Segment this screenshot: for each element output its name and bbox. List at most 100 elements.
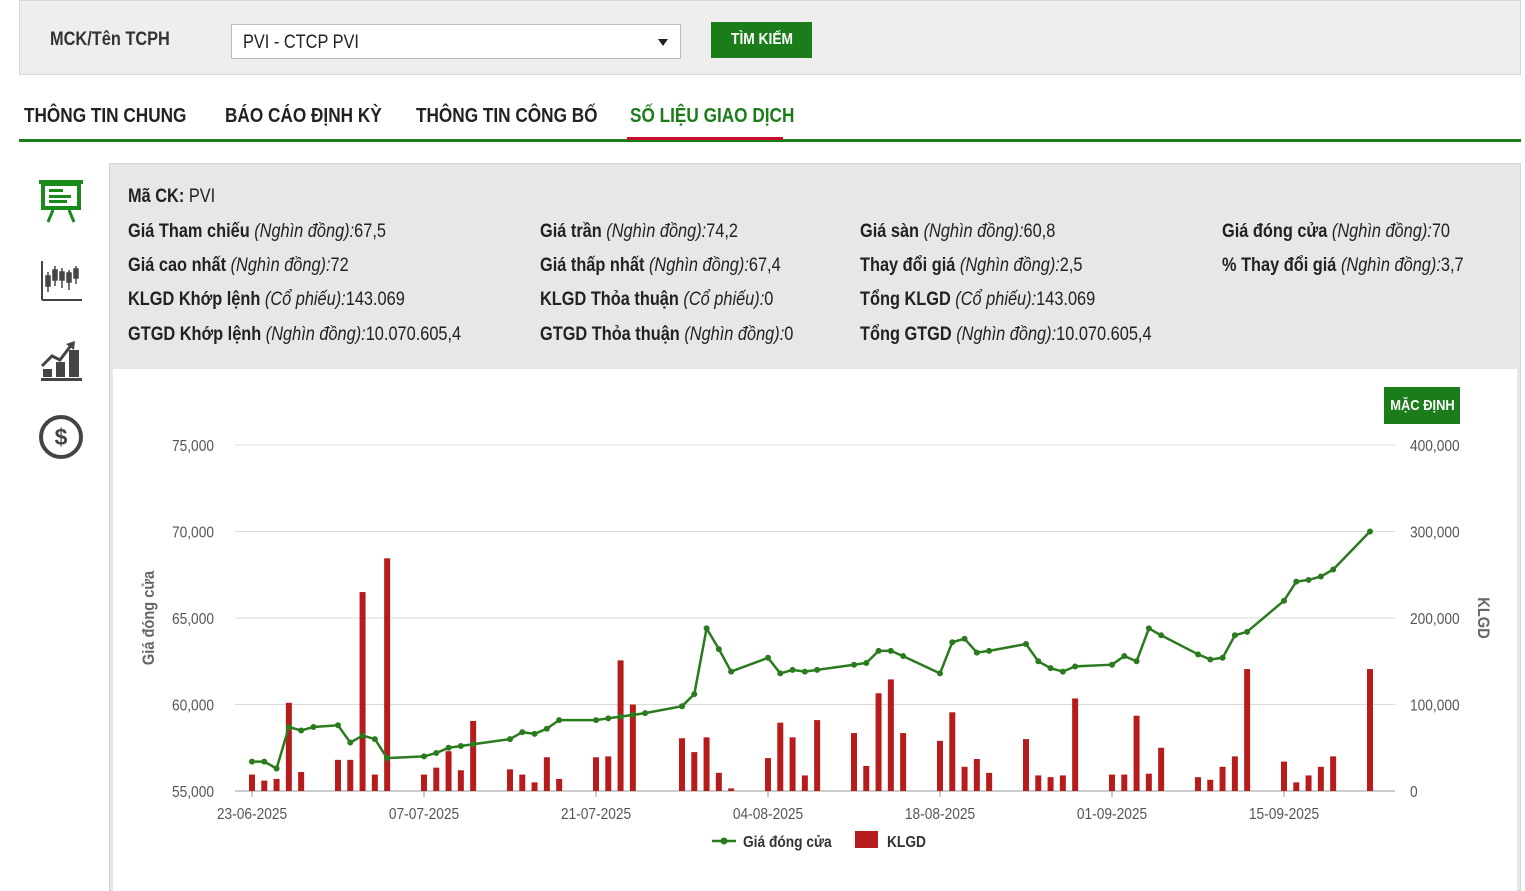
summary-item: Giá Tham chiếu (Nghìn đồng):67,5 xyxy=(128,221,386,243)
summary-item-value: 67,5 xyxy=(354,221,386,242)
summary-item: Giá cao nhất (Nghìn đồng):72 xyxy=(128,255,349,277)
price-point xyxy=(1219,654,1226,661)
tab-disclosures[interactable]: THÔNG TIN CÔNG BỐ xyxy=(416,105,598,127)
price-point xyxy=(801,668,808,675)
price-point xyxy=(1317,573,1324,580)
summary-item: Giá trần (Nghìn đồng):74,2 xyxy=(540,221,738,243)
price-point xyxy=(556,717,563,724)
price-point xyxy=(1195,651,1201,658)
y-left-tick-label: 70,000 xyxy=(172,524,214,542)
stock-select[interactable]: PVI - CTCP PVI xyxy=(231,24,681,59)
price-point xyxy=(1244,628,1251,635)
candlestick-icon[interactable] xyxy=(38,258,84,304)
volume-bar xyxy=(359,592,366,791)
price-point xyxy=(765,654,771,661)
price-point xyxy=(433,749,440,756)
price-point xyxy=(715,646,722,653)
volume-bar xyxy=(1281,761,1287,791)
summary-item: KLGD Khớp lệnh (Cổ phiếu):143.069 xyxy=(128,289,405,311)
volume-bar xyxy=(1072,698,1079,791)
reset-default-button[interactable]: MẶC ĐỊNH xyxy=(1384,387,1460,424)
volume-bar xyxy=(371,774,378,791)
volume-bar xyxy=(519,774,526,791)
volume-bar xyxy=(421,774,427,791)
price-point xyxy=(335,722,341,729)
tab-periodic-reports[interactable]: BÁO CÁO ĐỊNH KỲ xyxy=(225,105,382,127)
summary-item-value: 0 xyxy=(764,289,774,310)
volume-bar xyxy=(1293,782,1300,791)
volume-bar xyxy=(629,704,636,791)
price-point xyxy=(543,725,550,732)
summary-item-label: Tổng KLGD xyxy=(860,289,951,310)
price-point xyxy=(789,666,796,673)
price-point xyxy=(273,765,280,772)
chevron-down-icon xyxy=(658,39,668,46)
summary-item: % Thay đổi giá (Nghìn đồng):3,7 xyxy=(1222,255,1464,277)
bar-growth-icon[interactable] xyxy=(38,338,84,384)
volume-bar xyxy=(1244,669,1251,791)
volume-bar xyxy=(1035,775,1042,791)
volume-bar xyxy=(507,769,513,791)
presentation-board-icon[interactable] xyxy=(38,178,84,224)
volume-bar xyxy=(728,788,735,791)
tab-general-info[interactable]: THÔNG TIN CHUNG xyxy=(24,105,187,127)
price-point xyxy=(629,711,636,718)
volume-bar xyxy=(1330,756,1337,791)
volume-bar xyxy=(249,774,255,791)
search-button[interactable]: TÌM KIẾM xyxy=(711,22,812,58)
price-point xyxy=(1158,632,1165,639)
summary-item: Thay đổi giá (Nghìn đồng):2,5 xyxy=(860,255,1083,277)
volume-bar xyxy=(875,693,882,791)
summary-item-unit: (Nghìn đồng): xyxy=(601,221,707,242)
dollar-coin-icon[interactable]: $ xyxy=(38,414,84,460)
summary-item-label: Tổng GTGD xyxy=(860,324,952,345)
chart-area xyxy=(113,369,1517,891)
x-tick-label: 07-07-2025 xyxy=(389,805,459,823)
volume-bar xyxy=(851,733,857,791)
summary-item-unit: (Nghìn đồng): xyxy=(1336,255,1441,276)
volume-bar xyxy=(986,772,993,791)
price-point xyxy=(1109,661,1115,668)
price-point xyxy=(1035,658,1042,665)
volume-bar xyxy=(285,702,292,791)
search-bar: MCK/Tên TCPH PVI - CTCP PVI TÌM KIẾM xyxy=(19,0,1521,75)
x-tick-label: 01-09-2025 xyxy=(1077,805,1147,823)
price-point xyxy=(1059,668,1066,675)
summary-item-unit: (Nghìn đồng): xyxy=(644,255,749,276)
volume-bar xyxy=(961,766,968,791)
volume-bar xyxy=(457,770,464,791)
volume-bar xyxy=(1231,756,1238,791)
summary-item-value: 2,5 xyxy=(1059,255,1083,276)
price-point xyxy=(470,741,477,748)
price-point xyxy=(1281,597,1287,604)
price-point xyxy=(421,753,427,760)
price-point xyxy=(691,691,698,698)
summary-item: Giá đóng cửa (Nghìn đồng):70 xyxy=(1222,221,1450,243)
summary-item-value: 67,4 xyxy=(748,255,781,276)
volume-bar xyxy=(949,712,956,791)
summary-item-unit: (Nghìn đồng): xyxy=(249,221,355,242)
x-tick-label: 23-06-2025 xyxy=(217,805,287,823)
legend-line-label: Giá đóng cửa xyxy=(743,833,832,851)
tab-trading-data[interactable]: SỐ LIỆU GIAO DỊCH xyxy=(630,105,795,127)
y-left-axis-title: Giá đóng cửa xyxy=(140,571,158,665)
y-left-tick-label: 75,000 xyxy=(172,437,214,455)
price-point xyxy=(261,758,268,765)
volume-bar xyxy=(605,756,612,791)
summary-item: GTGD Khớp lệnh (Nghìn đồng):10.070.605,4 xyxy=(128,324,461,346)
volume-bar xyxy=(1145,773,1152,791)
price-point xyxy=(347,739,354,746)
volume-bar xyxy=(691,752,698,791)
x-tick-label: 18-08-2025 xyxy=(905,805,975,823)
summary-item-unit: (Nghìn đồng): xyxy=(226,255,331,276)
price-point xyxy=(1133,658,1140,665)
volume-bar xyxy=(900,733,907,791)
svg-text:$: $ xyxy=(55,424,68,450)
volume-bar xyxy=(347,759,354,791)
summary-item-label: Giá đóng cửa xyxy=(1222,221,1328,242)
summary-item-value: 74,2 xyxy=(706,221,739,242)
price-point xyxy=(1072,663,1079,670)
volume-bar xyxy=(765,758,771,791)
volume-bar xyxy=(1059,775,1066,791)
